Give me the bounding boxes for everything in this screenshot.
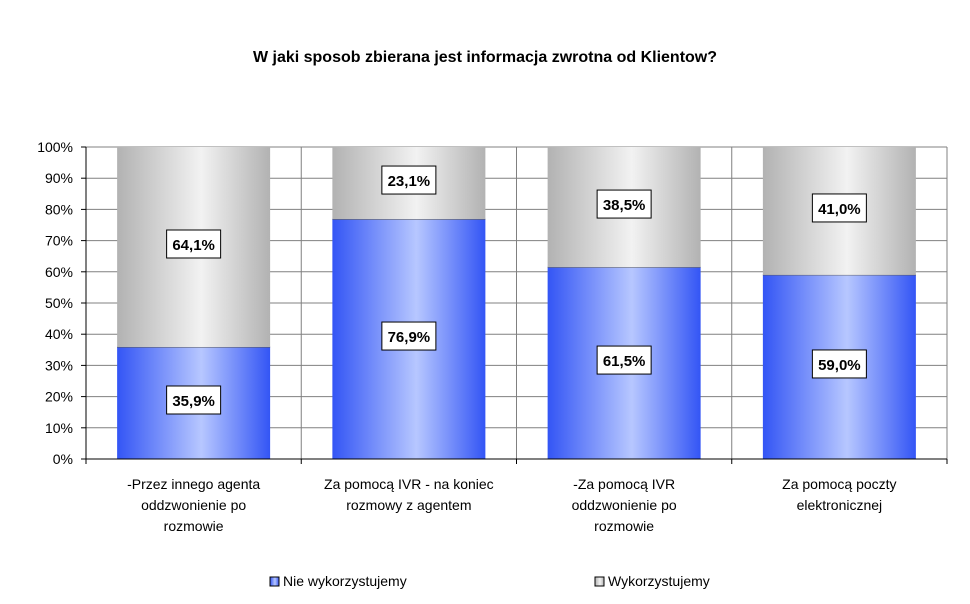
x-category-label: rozmowie <box>164 518 224 534</box>
x-category-label: Za pomocą poczty <box>782 476 896 492</box>
data-label: 64,1% <box>172 237 215 254</box>
x-category-label: -Za pomocą IVR <box>573 476 675 492</box>
data-label-box <box>381 321 437 351</box>
data-label: 59,0% <box>818 357 861 374</box>
data-label: 61,5% <box>603 353 646 370</box>
data-label: 76,9% <box>388 329 431 346</box>
x-category-label: Za pomocą IVR - na koniec <box>324 476 494 492</box>
y-tick-label: 80% <box>45 201 73 217</box>
chart-title: W jaki sposob zbierana jest informacja z… <box>253 49 717 66</box>
y-tick-label: 40% <box>45 326 73 342</box>
y-tick-label: 30% <box>45 357 73 373</box>
legend-swatch-wykorzystujemy <box>594 576 605 587</box>
data-label: 23,1% <box>388 173 431 190</box>
data-label-box <box>811 193 867 223</box>
legend-label: Nie wykorzystujemy <box>283 573 407 589</box>
data-label-box <box>166 385 222 415</box>
data-label-box <box>381 165 437 195</box>
x-category-label: oddzwonienie po <box>572 497 677 513</box>
x-category-label: elektronicznej <box>797 497 883 513</box>
y-tick-label: 60% <box>45 264 73 280</box>
x-category-label: oddzwonienie po <box>141 497 246 513</box>
data-label: 38,5% <box>603 197 646 214</box>
data-label: 35,9% <box>172 393 215 410</box>
y-tick-label: 100% <box>37 139 73 155</box>
y-tick-label: 50% <box>45 295 73 311</box>
y-tick-label: 20% <box>45 389 73 405</box>
data-label-box <box>166 229 222 259</box>
x-category-label: -Przez innego agenta <box>127 476 260 492</box>
y-tick-label: 90% <box>45 170 73 186</box>
data-label: 41,0% <box>818 201 861 218</box>
legend: Nie wykorzystujemy Wykorzystujemy <box>269 573 710 589</box>
x-category-label: rozmowie <box>594 518 654 534</box>
y-tick-label: 70% <box>45 233 73 249</box>
legend-swatch-nie-wykorzystujemy <box>269 576 280 587</box>
y-tick-label: 0% <box>53 451 73 467</box>
legend-label: Wykorzystujemy <box>608 573 710 589</box>
plot-area: 0% 10% 20% 30% 40% 50% 60% 70% 80% 90% 100% 35,9% 64… <box>37 139 948 534</box>
data-label-box <box>811 349 867 379</box>
data-label-box <box>596 189 652 219</box>
data-label-box <box>596 345 652 375</box>
y-tick-label: 10% <box>45 420 73 436</box>
x-category-label: rozmowy z agentem <box>346 497 471 513</box>
